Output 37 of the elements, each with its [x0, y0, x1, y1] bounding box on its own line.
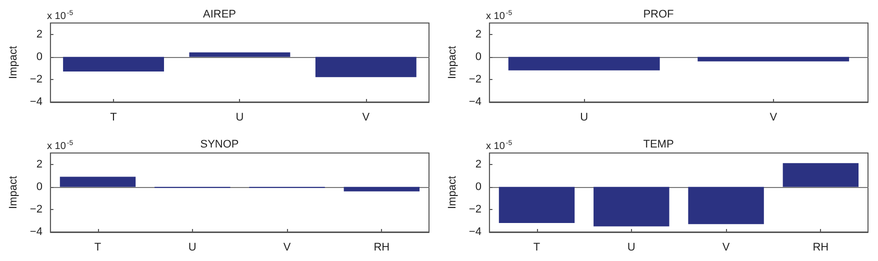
y-axis-title: Impact [446, 176, 458, 210]
x-tick-label: V [722, 242, 730, 254]
chart-title: PROF [643, 8, 674, 20]
y-tick-label: −4 [30, 96, 42, 108]
y-tick-label: −2 [30, 203, 42, 216]
x-tick-label: T [94, 242, 102, 254]
x-tick-label: V [362, 112, 370, 124]
chart-title: TEMP [643, 138, 674, 150]
chart-title: SYNOP [200, 138, 239, 150]
y-tick-label: 2 [475, 158, 482, 170]
x-tick-label: V [770, 112, 778, 124]
y-tick-label: −4 [468, 96, 482, 108]
x-tick-label: T [533, 242, 540, 254]
y-tick-label: 0 [36, 180, 42, 193]
y-tick-label: −4 [468, 226, 482, 238]
y-tick-label: 2 [36, 28, 42, 40]
x-tick-label: RH [374, 242, 390, 254]
y-tick-label: 0 [475, 180, 482, 193]
y-tick-label: 0 [36, 50, 42, 63]
y-tick-label: −2 [30, 73, 42, 86]
y-tick-label: 2 [475, 28, 482, 40]
y-tick-label: 0 [475, 50, 482, 63]
y-tick-label: −4 [30, 226, 42, 238]
y-tick-label: −2 [468, 203, 482, 216]
y-tick-label: 2 [36, 158, 42, 170]
x-tick-label: U [627, 242, 636, 254]
x-tick-label: U [188, 242, 196, 254]
y-axis-title: Impact [8, 46, 20, 80]
chart-title: AIREP [202, 8, 236, 20]
x-tick-label: U [236, 112, 244, 124]
x-tick-label: U [580, 112, 588, 124]
x-tick-label: V [283, 242, 292, 254]
y-tick-label: −2 [468, 73, 482, 86]
y-axis-title: Impact [8, 176, 20, 210]
x-tick-label: RH [812, 242, 829, 254]
x-tick-label: T [110, 112, 118, 124]
y-axis-title: Impact [446, 46, 458, 80]
